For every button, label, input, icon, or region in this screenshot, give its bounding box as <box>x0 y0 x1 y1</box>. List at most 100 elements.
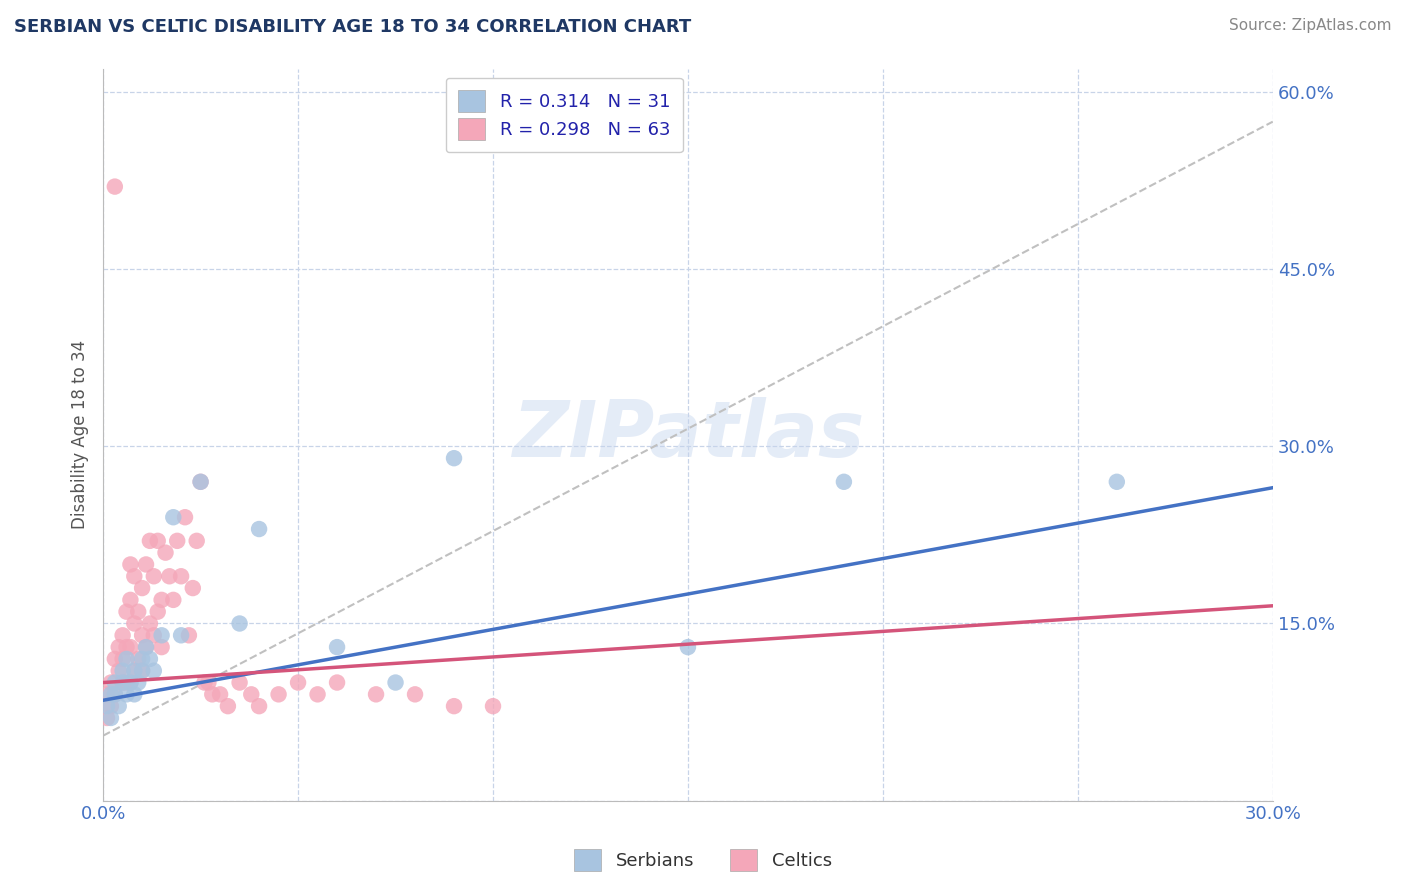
Point <box>127 605 149 619</box>
Point <box>170 628 193 642</box>
Point <box>104 675 127 690</box>
Point <box>146 533 169 548</box>
Legend: R = 0.314   N = 31, R = 0.298   N = 63: R = 0.314 N = 31, R = 0.298 N = 63 <box>446 78 683 153</box>
Point <box>139 616 162 631</box>
Point <box>127 675 149 690</box>
Point <box>120 558 142 572</box>
Point <box>326 675 349 690</box>
Point <box>162 510 184 524</box>
Point <box>228 675 250 690</box>
Point <box>443 451 465 466</box>
Point <box>162 593 184 607</box>
Point <box>120 640 142 654</box>
Point <box>146 605 169 619</box>
Point <box>100 711 122 725</box>
Point <box>170 569 193 583</box>
Point <box>443 699 465 714</box>
Point <box>150 628 173 642</box>
Point <box>115 640 138 654</box>
Point <box>104 687 127 701</box>
Point <box>104 652 127 666</box>
Point <box>676 640 699 654</box>
Point <box>404 687 426 701</box>
Point <box>107 640 129 654</box>
Point <box>131 581 153 595</box>
Point <box>124 664 146 678</box>
Point <box>115 675 138 690</box>
Point <box>174 510 197 524</box>
Point <box>111 675 134 690</box>
Point <box>186 533 208 548</box>
Point <box>100 687 122 701</box>
Point <box>150 593 173 607</box>
Point <box>120 675 142 690</box>
Point <box>166 533 188 548</box>
Point <box>124 687 146 701</box>
Point <box>96 699 118 714</box>
Point <box>115 652 138 666</box>
Point <box>142 664 165 678</box>
Point <box>135 640 157 654</box>
Point <box>228 616 250 631</box>
Y-axis label: Disability Age 18 to 34: Disability Age 18 to 34 <box>72 340 89 529</box>
Point <box>135 558 157 572</box>
Point <box>247 522 270 536</box>
Point <box>832 475 855 489</box>
Point <box>364 687 387 701</box>
Point <box>326 640 349 654</box>
Point <box>111 664 134 678</box>
Point <box>115 605 138 619</box>
Point <box>131 664 153 678</box>
Point <box>267 687 290 701</box>
Point <box>131 652 153 666</box>
Point <box>190 475 212 489</box>
Point <box>100 699 122 714</box>
Point <box>193 675 215 690</box>
Point <box>104 179 127 194</box>
Point <box>131 664 153 678</box>
Point <box>181 581 204 595</box>
Point <box>131 628 153 642</box>
Point <box>96 711 118 725</box>
Point <box>157 569 180 583</box>
Point <box>107 699 129 714</box>
Point <box>100 675 122 690</box>
Point <box>142 569 165 583</box>
Point <box>96 687 118 701</box>
Point <box>240 687 263 701</box>
Text: ZIPatlas: ZIPatlas <box>512 397 865 473</box>
Point <box>217 699 239 714</box>
Point <box>177 628 200 642</box>
Point <box>120 675 142 690</box>
Point <box>115 687 138 701</box>
Point <box>307 687 329 701</box>
Point <box>135 640 157 654</box>
Text: Source: ZipAtlas.com: Source: ZipAtlas.com <box>1229 18 1392 33</box>
Point <box>247 699 270 714</box>
Legend: Serbians, Celtics: Serbians, Celtics <box>567 842 839 879</box>
Point <box>209 687 232 701</box>
Point <box>142 628 165 642</box>
Point <box>127 652 149 666</box>
Point <box>111 628 134 642</box>
Point <box>482 699 505 714</box>
Point <box>1105 475 1128 489</box>
Point <box>139 533 162 548</box>
Point <box>155 546 177 560</box>
Point <box>287 675 309 690</box>
Point <box>111 675 134 690</box>
Point <box>150 640 173 654</box>
Point <box>197 675 219 690</box>
Point <box>124 664 146 678</box>
Point <box>111 652 134 666</box>
Point <box>190 475 212 489</box>
Point <box>107 664 129 678</box>
Point <box>384 675 406 690</box>
Point <box>120 593 142 607</box>
Point <box>104 687 127 701</box>
Point <box>124 569 146 583</box>
Point <box>124 616 146 631</box>
Point <box>139 652 162 666</box>
Point <box>201 687 224 701</box>
Text: SERBIAN VS CELTIC DISABILITY AGE 18 TO 34 CORRELATION CHART: SERBIAN VS CELTIC DISABILITY AGE 18 TO 3… <box>14 18 692 36</box>
